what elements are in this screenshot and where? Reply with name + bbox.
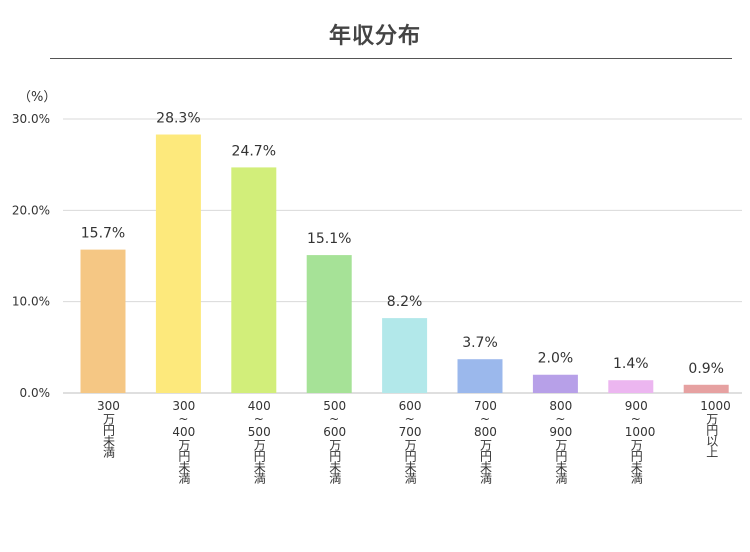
data-label: 0.9% [688,361,724,377]
bar [457,359,503,393]
x-category-unit: 万円未満 [629,439,644,483]
data-label: 28.3% [156,111,200,127]
x-category-top: 800 [549,399,573,413]
data-label: 15.7% [81,226,125,242]
data-label: 8.2% [387,294,423,310]
bar [231,167,277,393]
y-tick-label: 30.0% [12,112,50,126]
x-category-sep: ~ [630,412,641,426]
x-category-bottom: 800 [474,425,497,439]
bar [608,380,654,393]
x-category-unit: 万円未満 [252,439,267,483]
x-category-top: 700 [474,399,497,413]
x-category-bottom: 400 [172,425,196,439]
x-category-label: 300 ~400 万円未満 [172,399,196,484]
y-tick-label: 0.0% [20,386,51,400]
x-category-top: 400 [247,399,271,413]
data-label: 15.1% [307,231,351,247]
x-category-unit: 万円未満 [327,439,342,483]
x-category-sep: ~ [253,412,264,426]
x-category-label: 600 ~700 万円未満 [398,399,422,484]
x-category-sep: ~ [555,412,566,426]
x-category-label: 400 ~500 万円未満 [247,399,271,484]
data-label: 1.4% [613,356,649,372]
data-label: 24.7% [232,143,276,159]
y-tick-labels: 0.0% 10.0% 20.0% 30.0% [12,112,50,400]
x-category-top: 1000 [700,399,731,413]
y-unit-label: （%） [18,90,56,105]
bar [683,384,729,393]
y-tick-label: 10.0% [12,295,50,309]
x-category-unit: 万円未満 [176,439,191,483]
x-category-unit: 万円未満 [403,439,418,483]
x-category-label: 900 ~1000 万円未満 [624,399,656,484]
x-category-label: 500 ~600 万円未満 [323,399,347,484]
x-category-sep: ~ [178,412,189,426]
y-tick-label: 20.0% [12,203,50,217]
bar [382,318,428,393]
x-category-top: 500 [323,399,347,413]
x-category-top: 600 [398,399,422,413]
x-category-bottom: 900 [549,425,573,439]
x-category-top: 900 [624,399,648,413]
x-category-top: 300 [97,399,120,413]
x-category-bottom: 500 [247,425,271,439]
bar [306,255,352,393]
x-category-sep: ~ [329,412,340,426]
x-category-label: 800 ~900 万円未満 [549,399,573,484]
data-labels: 15.7% 28.3% 24.7% 15.1% 8.2% 3.7% 2.0% 1.4% 0.9% [81,111,724,377]
bar [532,374,578,393]
x-category-bottom: 1000 [624,425,656,439]
x-category-bottom: 700 [398,425,422,439]
chart-title: 年収分布 [328,24,421,49]
x-category-unit: 万円以上 [704,413,719,457]
bar [80,249,126,393]
title-divider [50,58,732,59]
bars [80,134,729,393]
x-category-sep: ~ [404,412,415,426]
x-category-label: 1000 万円以上 [700,399,731,458]
x-category-sep: ~ [479,412,491,426]
x-category-bottom: 600 [323,425,347,439]
x-category-unit: 万円未満 [553,439,568,483]
x-category-top: 300 [172,399,196,413]
x-category-label: 300 万円未満 [97,399,120,458]
bar [155,134,201,393]
data-label: 3.7% [462,335,498,351]
x-category-unit: 万円未満 [478,439,493,483]
data-label: 2.0% [538,351,574,367]
x-category-label: 700 ~800 万円未満 [474,399,497,484]
x-category-unit: 万円未満 [101,413,116,457]
